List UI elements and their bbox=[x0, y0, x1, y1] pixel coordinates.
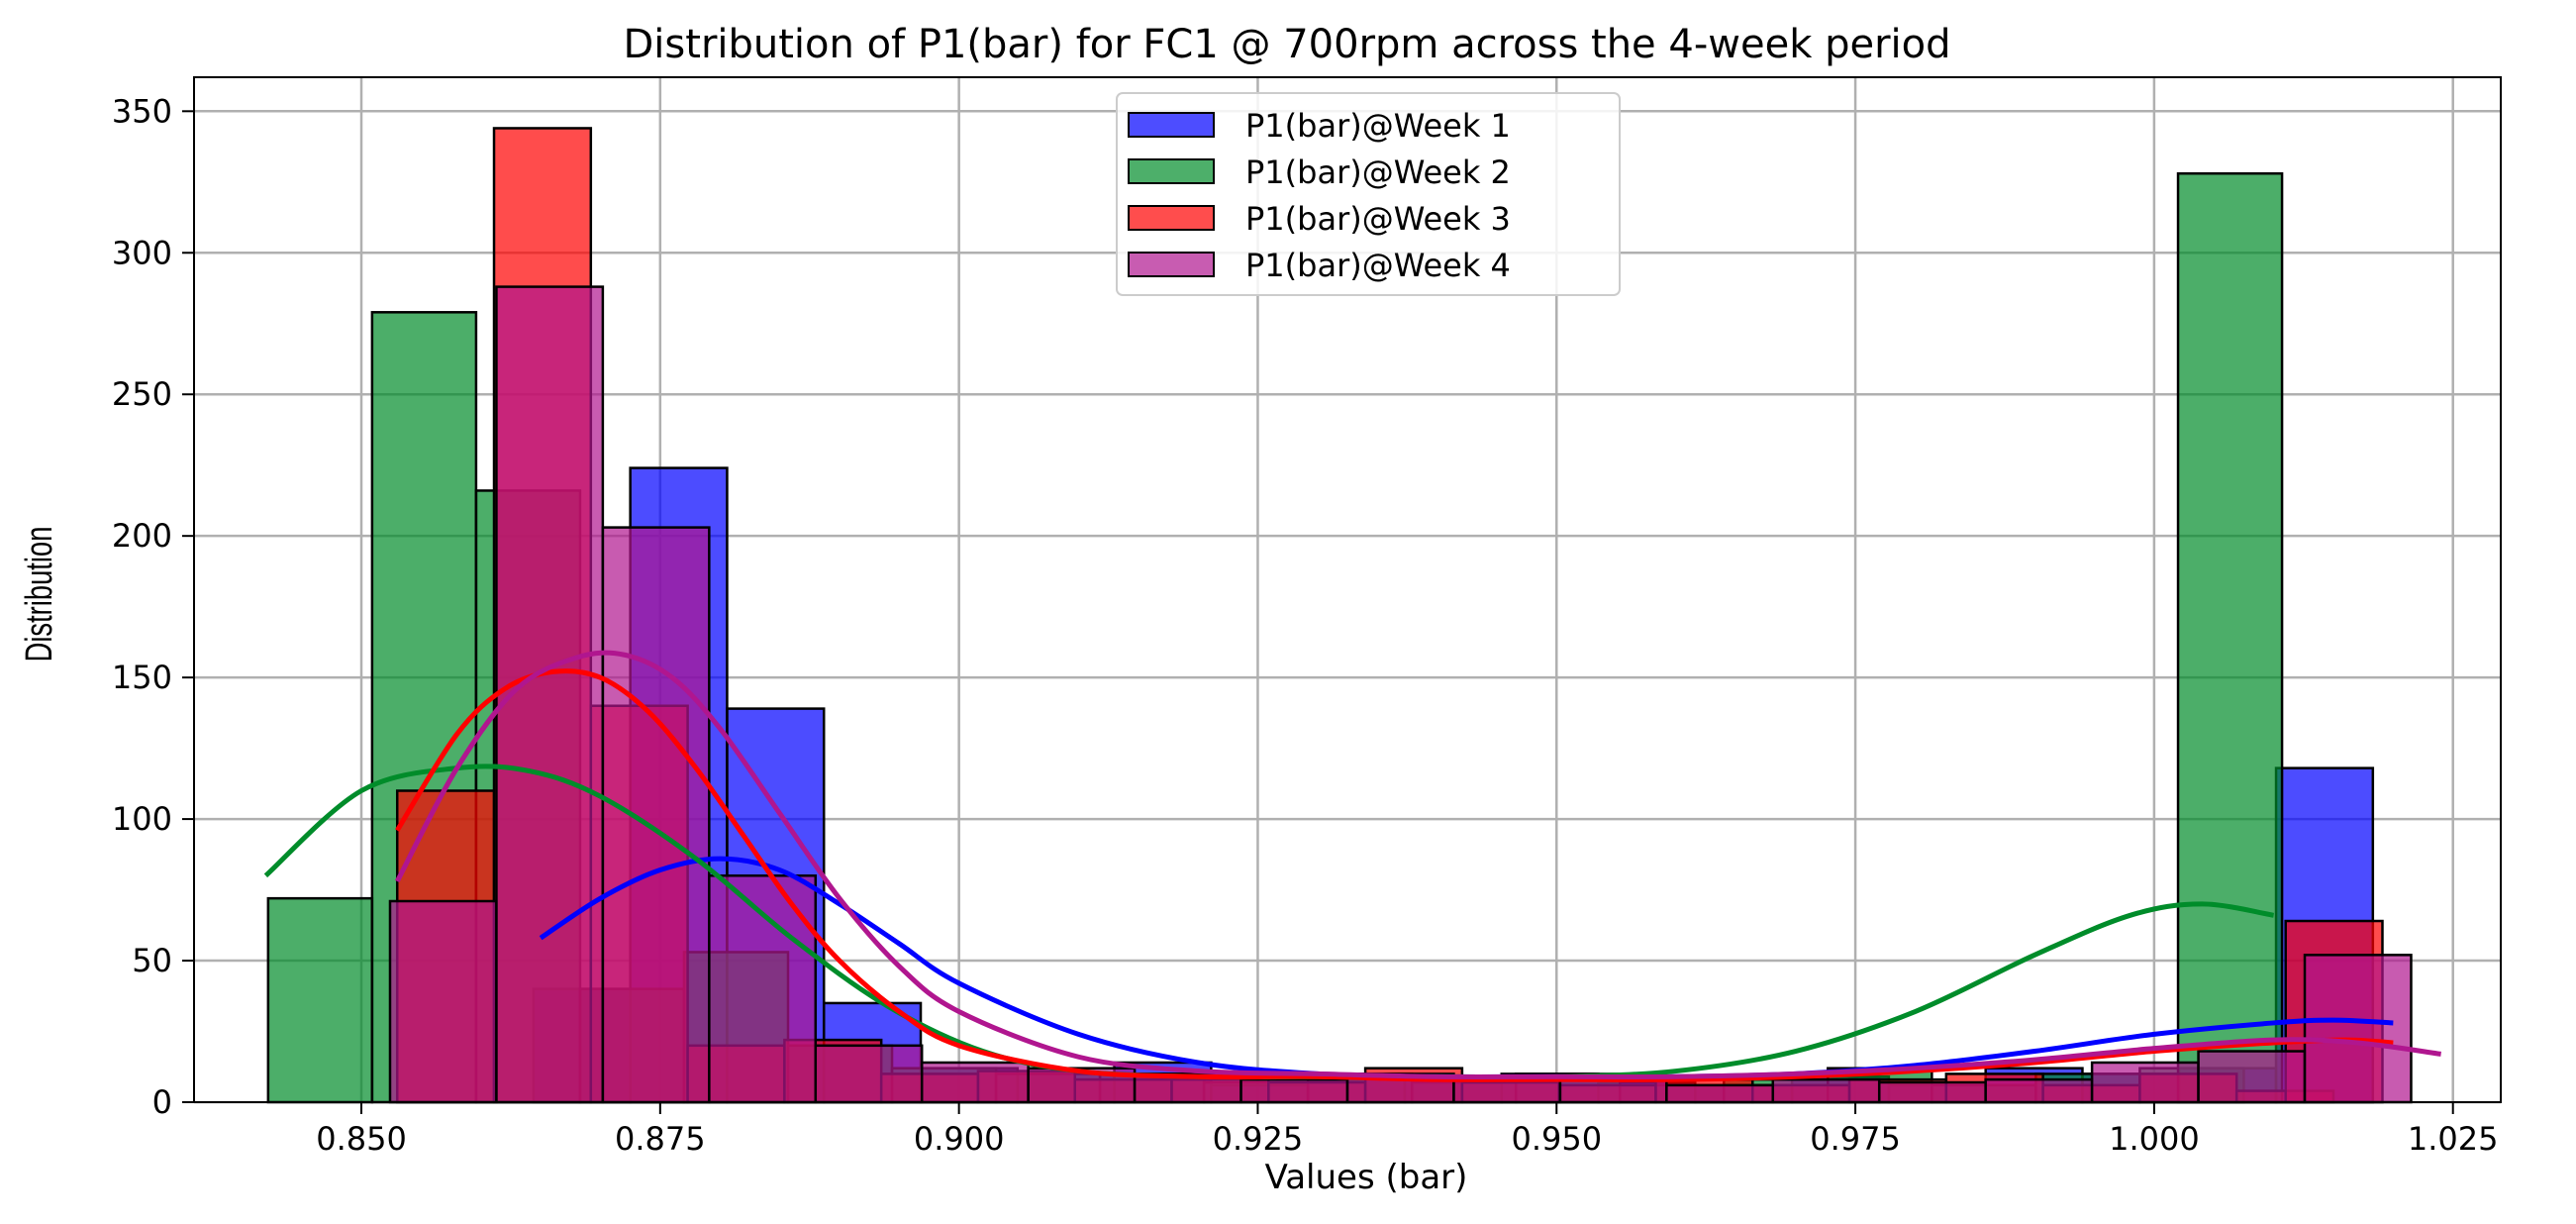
legend-swatch bbox=[1128, 205, 1215, 231]
kde-curve-week-4 bbox=[395, 650, 2441, 1079]
y-tick-label: 250 bbox=[112, 375, 172, 413]
kde-curve-week-3 bbox=[395, 668, 2394, 1082]
kde-curves bbox=[263, 650, 2441, 1082]
histogram-bar bbox=[2197, 1050, 2307, 1104]
histogram-bar bbox=[388, 899, 498, 1104]
x-tick-label: 0.900 bbox=[914, 1120, 1005, 1158]
legend-label: P1(bar)@Week 2 bbox=[1245, 153, 1511, 191]
x-axis: 0.850 0.875 0.900 0.925 0.950 0.975 1.000 1.025 bbox=[316, 1102, 2499, 1158]
legend-label: P1(bar)@Week 1 bbox=[1245, 107, 1511, 145]
histogram-bar bbox=[1452, 1077, 1562, 1104]
x-tick-label: 1.025 bbox=[2408, 1120, 2499, 1158]
histogram-bar bbox=[2176, 171, 2284, 1104]
y-tick-label: 50 bbox=[132, 942, 172, 979]
histogram-bar bbox=[1665, 1083, 1775, 1104]
histogram-bar bbox=[1771, 1077, 1881, 1104]
histogram-bar bbox=[1984, 1077, 2094, 1104]
series-bars-4 bbox=[388, 285, 2413, 1104]
legend-swatch bbox=[1128, 252, 1215, 277]
legend-label: P1(bar)@Week 4 bbox=[1245, 247, 1511, 284]
histogram-bar bbox=[601, 526, 711, 1104]
histogram-bar bbox=[2090, 1061, 2200, 1104]
y-axis-label: Distribution bbox=[19, 527, 60, 663]
y-tick-label: 150 bbox=[112, 659, 172, 696]
histogram-bar bbox=[1239, 1077, 1349, 1104]
histogram-bar bbox=[2303, 954, 2413, 1104]
x-tick-label: 0.950 bbox=[1511, 1120, 1602, 1158]
y-tick-label: 200 bbox=[112, 517, 172, 555]
chart-title: Distribution of P1(bar) for FC1 @ 700rpm… bbox=[624, 22, 1951, 67]
histogram-bar bbox=[1558, 1077, 1668, 1104]
y-tick-label: 100 bbox=[112, 800, 172, 838]
legend-swatch bbox=[1128, 158, 1215, 184]
x-axis-label: Values (bar) bbox=[1265, 1158, 1468, 1197]
histogram-bar bbox=[814, 1044, 924, 1104]
x-tick-label: 0.850 bbox=[316, 1120, 407, 1158]
histogram-bar bbox=[1877, 1080, 1987, 1104]
x-tick-label: 0.925 bbox=[1213, 1120, 1304, 1158]
histogram-bar bbox=[920, 1061, 1030, 1104]
y-tick-label: 300 bbox=[112, 234, 172, 271]
y-tick-label: 0 bbox=[152, 1083, 172, 1121]
legend-box bbox=[1116, 92, 1621, 296]
histogram-bar bbox=[266, 896, 374, 1104]
x-tick-label: 0.975 bbox=[1810, 1120, 1901, 1158]
legend-swatch bbox=[1128, 112, 1215, 138]
x-tick-label: 1.000 bbox=[2109, 1120, 2200, 1158]
y-tick-label: 350 bbox=[112, 92, 172, 130]
legend: P1(bar)@Week 1 P1(bar)@Week 2 P1(bar)@Week… bbox=[1116, 92, 1621, 296]
histogram-bar bbox=[708, 874, 818, 1104]
legend-label: P1(bar)@Week 3 bbox=[1245, 200, 1511, 238]
y-axis: 0 50 100 150 200 250 300 350 bbox=[112, 92, 194, 1121]
x-tick-label: 0.875 bbox=[615, 1120, 706, 1158]
plot-frame bbox=[193, 76, 2502, 1103]
